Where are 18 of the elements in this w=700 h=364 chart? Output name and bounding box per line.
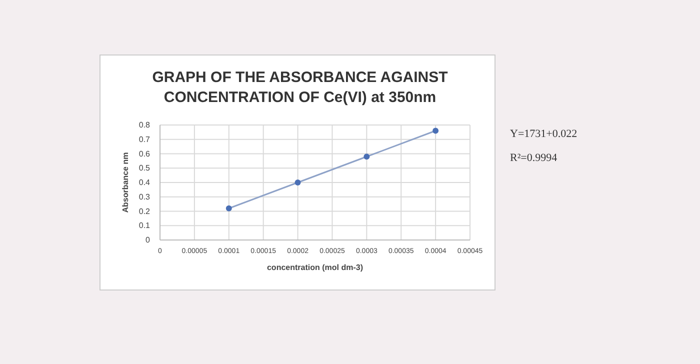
text: Y=1731+0.022: [510, 128, 578, 140]
y-tick-label: 0.1: [138, 221, 151, 230]
point: [226, 205, 232, 212]
point: [364, 154, 370, 160]
y-axis-title: Absorbance nm: [121, 152, 130, 213]
y-tick-label: 0.5: [138, 164, 151, 173]
y-tick-label: 0.7: [138, 134, 151, 144]
y-tick-label: 0.4: [138, 178, 151, 188]
y-tick-label: 0.6: [138, 149, 151, 158]
y-tick-label: 0.3: [138, 192, 151, 202]
chart-title: GRAPH OF THE ABSORBANCE AGAINST CONCENTRATION OF Ce(VI) at 350nm: [152, 69, 448, 106]
y-tick-label: 0: [146, 236, 151, 245]
y-tick-label: 0.2: [138, 206, 151, 216]
x-axis-title: concentration (mol dm-3): [266, 263, 364, 272]
y-tick-label: 0.8: [138, 120, 151, 130]
point: [294, 180, 301, 186]
text: R²=0.9994: [510, 152, 558, 164]
point: [432, 128, 439, 134]
